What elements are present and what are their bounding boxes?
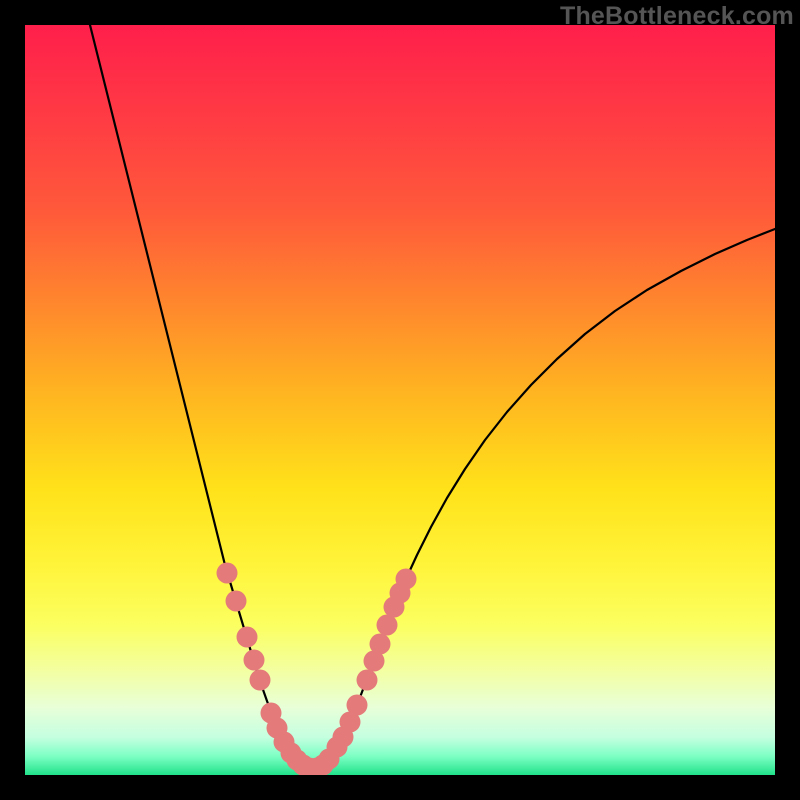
data-marker [237, 627, 258, 648]
data-marker [226, 591, 247, 612]
data-marker [347, 695, 368, 716]
data-marker [244, 650, 265, 671]
data-marker [396, 569, 417, 590]
data-marker [250, 670, 271, 691]
data-marker [370, 634, 391, 655]
chart-svg [25, 25, 775, 775]
data-marker [357, 670, 378, 691]
plot-area [25, 25, 775, 775]
watermark-text: TheBottleneck.com [560, 2, 794, 31]
data-marker [377, 615, 398, 636]
gradient-background [25, 25, 775, 775]
chart-container: TheBottleneck.com [0, 0, 800, 800]
data-marker [217, 563, 238, 584]
